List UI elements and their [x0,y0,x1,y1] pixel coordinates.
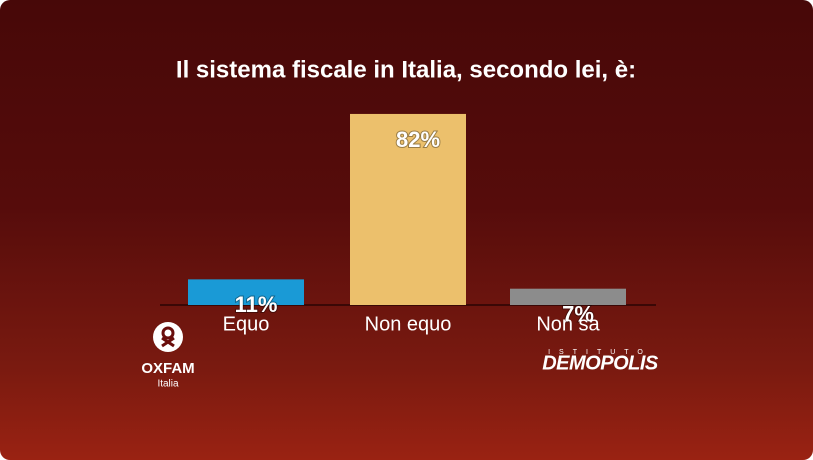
value-label: 11% [235,292,278,317]
value-label: 7% [562,302,594,327]
bar [510,288,626,305]
oxfam-logo: OXFAM Italia [141,322,195,390]
oxfam-sub: Italia [157,379,179,390]
oxfam-icon-cross [161,336,175,348]
demopolis-logo: ISTITUTO DEMOPOLIS [542,349,659,374]
x-tick-label: Equo [223,313,270,335]
x-tick-label: Non sa [536,313,600,335]
bar [350,113,466,305]
oxfam-icon-ring [161,326,175,340]
oxfam-name: OXFAM [141,360,194,377]
value-label: 82% [396,127,440,152]
demopolis-top: ISTITUTO [548,349,652,356]
x-tick-label: Non equo [365,313,452,335]
demopolis-name: DEMOPOLIS [542,352,659,374]
bar [188,279,304,305]
chart-title: Il sistema fiscale in Italia, secondo le… [176,56,636,83]
